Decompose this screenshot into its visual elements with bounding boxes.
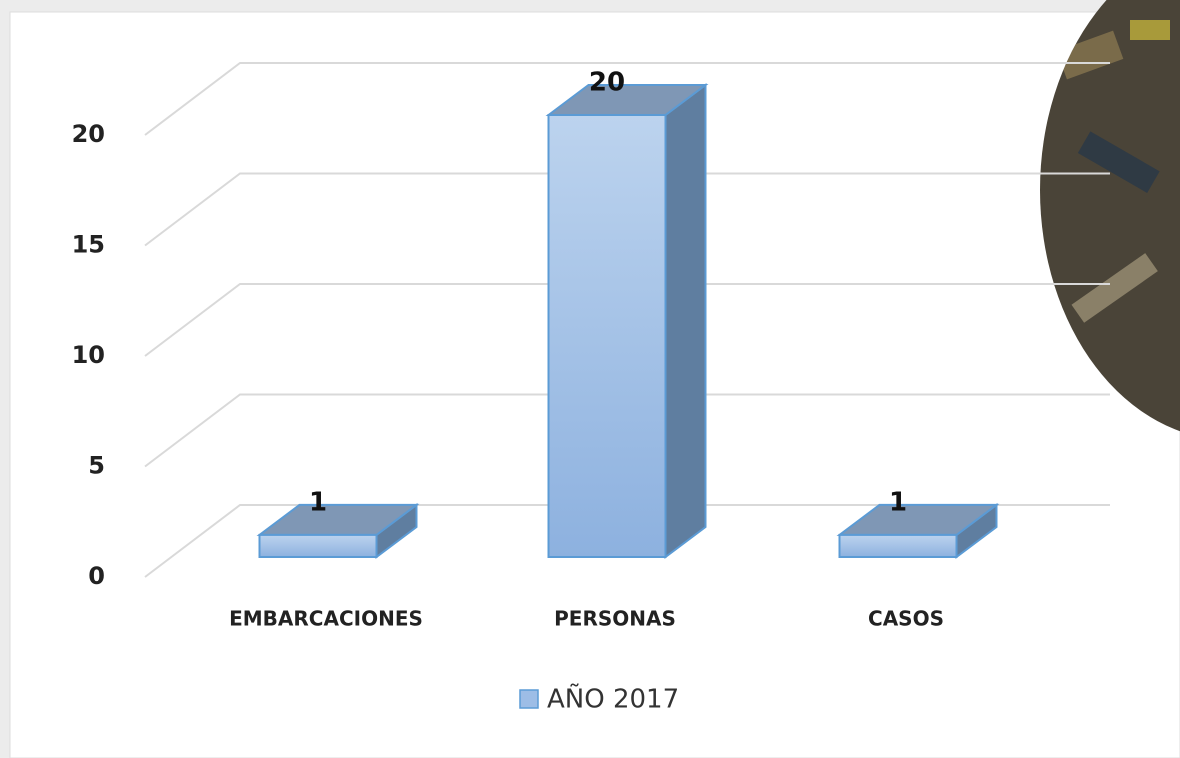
data-label: 1 [309,487,327,517]
grid-line [144,62,1110,136]
x-tick-label: EMBARCACIONES [229,607,423,631]
y-tick-label: 10 [72,341,105,369]
x-tick-label: PERSONAS [554,607,676,631]
data-label: 1 [889,487,907,517]
bar-front [838,533,958,559]
bar-side [664,83,707,559]
bar-front [258,533,378,559]
grid-line [144,283,1110,357]
x-tick-label: CASOS [868,607,944,631]
bar [256,502,420,559]
y-tick-label: 5 [88,452,105,480]
bar [545,83,709,559]
legend-label: AÑO 2017 [547,683,679,715]
y-tick-label: 0 [88,562,105,590]
data-label: 20 [589,68,625,98]
bar [836,502,1000,559]
legend-swatch [519,689,539,709]
bar-front [547,114,667,558]
grid-line [144,172,1110,247]
y-tick-label: 15 [72,231,105,259]
y-tick-label: 20 [72,120,105,148]
plot-area: 0 5 10 15 20 EMBARCACIONES 1 PERSONAS 20 CASOS 1 AÑ… [72,62,1110,715]
grid-line [144,393,1110,468]
grid-line [144,504,1110,578]
